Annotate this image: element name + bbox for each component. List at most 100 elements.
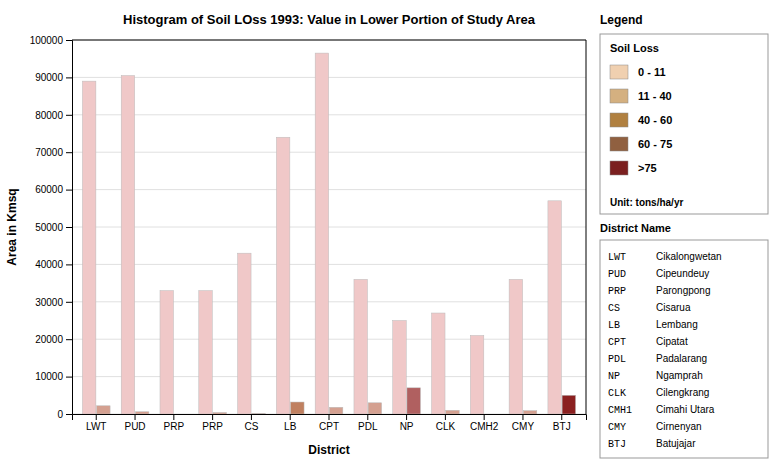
legend-swatch [610, 161, 628, 175]
bars [82, 53, 575, 414]
y-axis-title: Area in Kmsq [5, 188, 19, 265]
district-abbr: CS [608, 303, 620, 314]
bar [238, 253, 251, 414]
y-tick: 70000 [35, 147, 72, 158]
x-tick-mark [212, 414, 213, 420]
x-tick-mark [135, 414, 136, 420]
bar [276, 137, 289, 414]
chart: LWTPUDPRPPRPCSLBCPTPDLNPCLKCMH2CMYBTJ010… [0, 0, 776, 466]
district-name: Cipeundeuy [656, 268, 709, 279]
y-tick: 80000 [35, 110, 72, 121]
y-tick-label: 50000 [35, 222, 63, 233]
x-tick: BTJ [553, 414, 571, 432]
x-tick: CPT [319, 414, 339, 432]
legend-label: 60 - 75 [638, 138, 672, 150]
x-tick: PRP [202, 414, 223, 432]
legend-panel: LegendSoil Loss0 - 1111 - 4040 - 6060 - … [600, 13, 768, 214]
district-name: Cilengkrang [656, 387, 709, 398]
y-tick-mark [66, 227, 72, 228]
district-name: Cikalongwetan [656, 251, 722, 262]
x-tick-label: NP [400, 421, 414, 432]
bar [368, 403, 381, 414]
y-tick: 30000 [35, 297, 72, 308]
district-name: Cimahi Utara [656, 404, 715, 415]
bar [252, 413, 265, 414]
bar [432, 313, 445, 414]
bar [97, 406, 110, 414]
bar [446, 410, 459, 414]
district-title: District Name [600, 222, 671, 234]
bar [509, 279, 522, 414]
y-tick-label: 100000 [30, 35, 64, 46]
legend-swatch [610, 89, 628, 103]
y-tick-mark [66, 77, 72, 78]
x-tick-mark [290, 414, 291, 420]
x-tick-mark [561, 414, 562, 420]
x-tick-mark [329, 414, 330, 420]
x-tick-label: LWT [86, 421, 106, 432]
district-name: Lembang [656, 319, 698, 330]
district-abbr: LWT [608, 252, 626, 263]
x-tick: NP [400, 414, 414, 432]
bar [562, 395, 575, 414]
legend-label: >75 [638, 162, 657, 174]
district-abbr: PDL [608, 354, 626, 365]
x-tick-mark [445, 414, 446, 420]
x-tick-label: PUD [124, 421, 145, 432]
district-abbr: PUD [608, 269, 626, 280]
plot-frame [586, 40, 587, 414]
district-name: Batujajar [656, 438, 696, 449]
x-tick-mark [522, 414, 523, 420]
x-tick-mark [251, 414, 252, 420]
grid-line [72, 77, 586, 78]
y-tick-mark [66, 302, 72, 303]
district-abbr: NP [608, 371, 620, 382]
y-tick-label: 0 [57, 409, 63, 420]
x-axis-line [73, 415, 587, 421]
x-tick: PUD [124, 414, 145, 432]
bar [135, 412, 148, 414]
bar [485, 414, 498, 415]
bar [160, 291, 173, 414]
y-tick: 40000 [35, 259, 72, 270]
y-tick-mark [66, 377, 72, 378]
district-abbr: CPT [608, 337, 626, 348]
x-tick-mark [367, 414, 368, 420]
district-name: Ngamprah [656, 370, 703, 381]
district-abbr: LB [608, 320, 620, 331]
legend-heading: Legend [600, 13, 643, 27]
legend-label: 0 - 11 [638, 66, 666, 78]
district-name: Cirnenyan [656, 421, 702, 432]
bar [523, 411, 536, 414]
x-tick-label: CLK [436, 421, 456, 432]
y-tick-mark [66, 115, 72, 116]
title: Histogram of Soil LOss 1993: Value in Lo… [123, 12, 536, 27]
bar [393, 321, 406, 415]
bar [548, 201, 561, 414]
grid-line [72, 227, 586, 228]
legend-label: 11 - 40 [638, 90, 672, 102]
y-axis: 0100002000030000400005000060000700008000… [30, 35, 73, 420]
x-tick: CMY [512, 414, 535, 432]
x-tick-label: CMY [512, 421, 535, 432]
district-abbr: CMH1 [608, 405, 632, 416]
x-tick-label: PDL [358, 421, 378, 432]
y-tick-label: 70000 [35, 147, 63, 158]
x-tick-mark [96, 414, 97, 420]
y-tick-mark [66, 152, 72, 153]
x-tick: LWT [86, 414, 106, 432]
y-tick-label: 90000 [35, 72, 63, 83]
grid-line [72, 264, 586, 265]
y-tick: 60000 [35, 184, 72, 195]
legend-swatch [610, 137, 628, 151]
grid-line [72, 189, 586, 190]
y-tick-mark [66, 414, 72, 415]
x-tick-label: CMH2 [470, 421, 499, 432]
grid [72, 40, 586, 414]
x-tick: CLK [436, 414, 456, 432]
legend-label: 40 - 60 [638, 114, 672, 126]
x-tick-label: LB [284, 421, 297, 432]
district-panel: District Name LWT Cikalongwetan PUD Cipeunde… [600, 222, 768, 458]
y-tick-label: 30000 [35, 297, 63, 308]
x-axis-title: District [308, 443, 349, 457]
